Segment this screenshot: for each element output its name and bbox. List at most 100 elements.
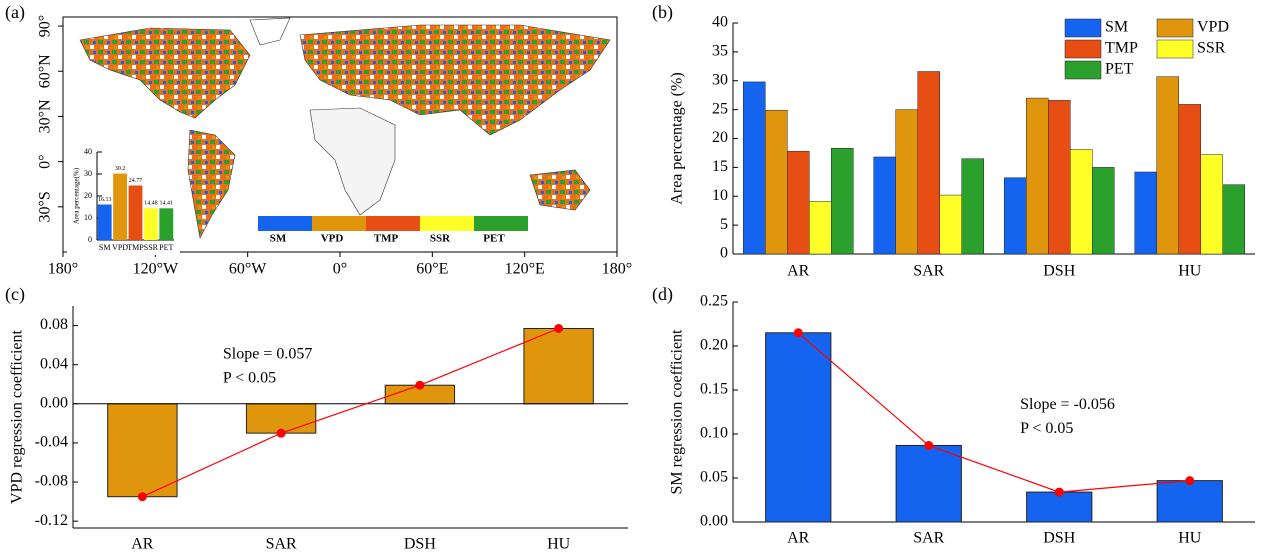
bar (1156, 480, 1223, 523)
bar (873, 156, 896, 255)
legend-swatch (1064, 18, 1102, 38)
bar (831, 148, 854, 255)
y-tick-label: 30°N (37, 99, 54, 133)
x-tick-label: 0° (333, 261, 347, 278)
point (415, 380, 425, 390)
y-tick-label: 0.00 (700, 513, 728, 530)
x-tick-label: SAR (266, 536, 297, 553)
x-tick-label: HU (547, 536, 571, 553)
bar (743, 81, 766, 255)
legend-label: VPD (321, 233, 344, 245)
legend-swatch (312, 216, 366, 231)
bar (1026, 97, 1049, 255)
y-tick-label: 0.20 (700, 337, 728, 354)
legend-swatch (1156, 39, 1194, 59)
value-label: 30.2 (115, 166, 126, 172)
y-tick-label: -0.08 (35, 473, 68, 490)
y-tick-label: 5 (720, 216, 728, 233)
value-label: 14.41 (160, 201, 174, 207)
x-tick-label: AR (787, 263, 810, 280)
bar (1222, 184, 1245, 255)
legend-label: PET (483, 233, 505, 245)
x-tick-label: SSR (144, 243, 159, 252)
bar (765, 332, 832, 523)
bar (809, 201, 832, 255)
bar (107, 403, 178, 498)
y-tick-label: 90° (37, 15, 54, 37)
value-label: 14.48 (144, 201, 158, 207)
bar (765, 109, 788, 255)
x-tick-label: 60°E (416, 261, 448, 278)
y-tick-label: 30 (84, 169, 92, 178)
y-tick-label: 25 (712, 100, 728, 117)
legend-swatch (474, 216, 528, 231)
y-tick-label: 35 (712, 43, 728, 60)
x-tick-label: PET (159, 243, 173, 252)
bar (1004, 177, 1027, 255)
y-tick-label: 0 (88, 235, 92, 244)
legend-label: TMP (1105, 40, 1138, 57)
y-tick-label: 40 (712, 14, 728, 31)
point (1185, 476, 1195, 486)
annotation: Slope = 0.057 (223, 346, 312, 363)
y-tick-label: 20 (84, 191, 92, 200)
y-tick-label: 0 (720, 245, 728, 262)
bar (1200, 154, 1223, 255)
y-tick-label: 20 (712, 129, 728, 146)
x-tick-label: 180° (48, 261, 78, 278)
bar (128, 185, 143, 240)
bar (1092, 167, 1115, 255)
y-tick-label: -0.04 (35, 434, 68, 451)
legend-label: SSR (430, 233, 451, 245)
legend-swatch (258, 216, 312, 231)
y-tick-label: 30 (712, 71, 728, 88)
legend-label: PET (1105, 61, 1134, 78)
x-tick-label: SAR (913, 263, 944, 280)
bar (787, 150, 810, 255)
annotation: P < 0.05 (223, 370, 276, 387)
x-tick-label: HU (1178, 530, 1202, 547)
x-tick-label: SM (99, 243, 111, 252)
bar (895, 444, 962, 523)
x-tick-label: 120°W (133, 261, 179, 278)
y-tick-label: 0.05 (700, 469, 728, 486)
y-tick-label: 0.25 (700, 293, 728, 310)
legend-label: TMP (374, 233, 399, 245)
legend-label: VPD (1197, 19, 1229, 36)
point (1054, 487, 1064, 497)
bar (917, 71, 940, 255)
bar (1178, 104, 1201, 255)
x-tick-label: HU (1178, 263, 1202, 280)
legend-swatch (1064, 39, 1102, 59)
value-label: 24.77 (129, 178, 143, 184)
x-tick-label: 60°W (229, 261, 267, 278)
x-tick-label: SAR (913, 530, 944, 547)
y-tick-label: 15 (712, 158, 728, 175)
legend-swatch (366, 216, 420, 231)
legend-swatch (420, 216, 474, 231)
bar (1156, 76, 1179, 255)
panel-label: (b) (652, 2, 673, 23)
bar (895, 109, 918, 255)
y-tick-label: 0.08 (40, 316, 68, 333)
bar (523, 327, 594, 405)
y-tick-label: 0° (37, 154, 54, 168)
x-tick-label: 180° (602, 261, 632, 278)
bar (245, 403, 317, 434)
y-tick-label: 0.04 (40, 355, 68, 372)
legend-label: SSR (1197, 40, 1226, 57)
bar (1070, 149, 1093, 255)
y-tick-label: 10 (84, 213, 92, 222)
y-tick-label: 10 (712, 187, 728, 204)
legend-label: SM (1105, 19, 1128, 36)
panel-label: (d) (652, 284, 673, 305)
bar (961, 158, 984, 255)
x-tick-label: DSH (404, 536, 436, 553)
legend-label: SM (270, 233, 287, 245)
legend-swatch (1156, 18, 1194, 38)
annotation: P < 0.05 (1020, 420, 1073, 437)
point (276, 428, 286, 438)
legend-swatch (1064, 60, 1102, 80)
y-tick-label: 40 (84, 147, 92, 156)
